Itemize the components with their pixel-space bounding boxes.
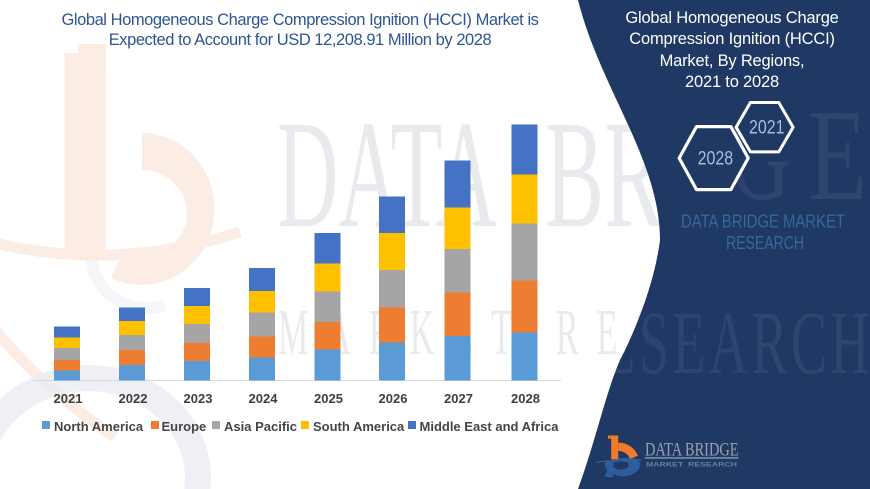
svg-text:RESEARCH: RESEARCH	[726, 233, 804, 253]
svg-text:2028: 2028	[698, 149, 734, 170]
svg-text:E: E	[808, 83, 867, 228]
svg-text:2021: 2021	[749, 117, 785, 138]
svg-text:DATA BRIDGE MARKET: DATA BRIDGE MARKET	[681, 212, 845, 232]
svg-text:MARKET RESEARCH: MARKET RESEARCH	[646, 463, 737, 469]
svg-text:DATA BRIDGE: DATA BRIDGE	[645, 440, 739, 461]
